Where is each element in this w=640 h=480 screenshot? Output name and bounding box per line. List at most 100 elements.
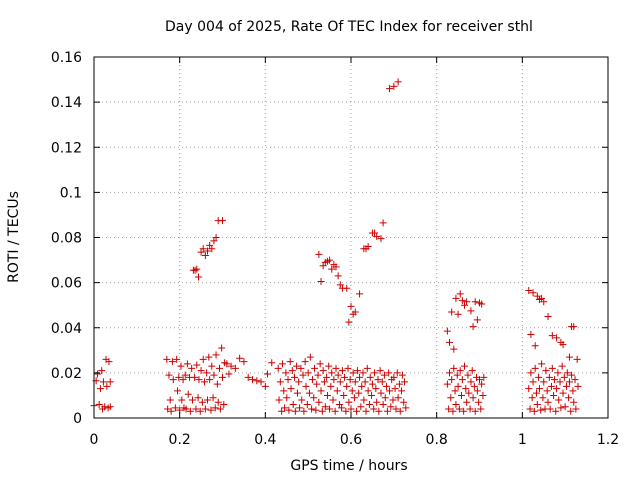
data-point	[362, 407, 370, 415]
x-tick-label: 0.8	[426, 432, 448, 448]
data-point	[556, 378, 564, 386]
data-point	[195, 376, 203, 384]
data-point	[452, 294, 460, 302]
data-point	[338, 404, 346, 412]
data-point	[357, 403, 365, 411]
x-tick-label: 0	[90, 432, 99, 448]
data-point	[465, 389, 473, 397]
data-point	[473, 387, 481, 395]
data-point	[276, 378, 284, 386]
data-point	[93, 370, 101, 378]
data-point	[374, 376, 382, 384]
data-point	[257, 378, 265, 386]
data-point	[468, 367, 476, 375]
data-point	[544, 312, 552, 320]
data-point	[301, 358, 309, 366]
data-point	[356, 290, 364, 298]
data-point	[458, 297, 466, 305]
data-point	[451, 387, 459, 395]
data-point	[563, 369, 571, 377]
data-point	[203, 369, 211, 377]
data-point	[479, 391, 487, 399]
data-point	[98, 367, 106, 375]
data-point	[398, 387, 406, 395]
data-point	[390, 373, 398, 381]
data-point	[443, 380, 451, 388]
data-point	[462, 385, 470, 393]
data-point	[216, 364, 224, 372]
data-point	[318, 407, 326, 415]
data-point	[456, 367, 464, 375]
data-point	[464, 371, 472, 379]
data-point	[326, 405, 334, 413]
data-point	[349, 369, 357, 377]
data-point	[463, 398, 471, 406]
data-point	[467, 378, 475, 386]
y-tick-label: 0.08	[51, 231, 82, 247]
data-point	[565, 378, 573, 386]
data-point	[567, 407, 575, 415]
data-point	[480, 373, 488, 381]
data-point	[381, 394, 389, 402]
data-point	[396, 407, 404, 415]
data-point	[227, 362, 235, 370]
x-tick-labels: 0 0.2 0.4 0.6 0.8 1 1.2	[90, 432, 620, 448]
data-point	[173, 355, 181, 363]
data-point	[167, 407, 175, 415]
y-tick-label: 0.16	[51, 50, 82, 66]
data-point	[316, 360, 324, 368]
data-point	[363, 364, 371, 372]
data-point	[548, 364, 556, 372]
data-point	[184, 390, 192, 398]
data-points	[90, 78, 582, 415]
data-point	[467, 307, 475, 315]
data-point	[378, 378, 386, 386]
data-point	[334, 371, 342, 379]
data-point	[368, 391, 376, 399]
data-point	[463, 298, 471, 306]
data-point	[550, 391, 558, 399]
data-point	[219, 373, 226, 381]
data-point	[466, 405, 474, 413]
data-point	[204, 247, 212, 255]
data-point	[317, 277, 325, 285]
data-point	[574, 382, 582, 390]
data-point	[458, 391, 466, 399]
data-point	[565, 353, 573, 361]
data-point	[359, 369, 367, 377]
data-point	[99, 378, 107, 386]
y-tick-label: 0.04	[51, 321, 82, 337]
data-point	[263, 370, 271, 378]
data-point	[244, 373, 252, 381]
data-point	[231, 364, 239, 372]
data-point	[366, 373, 374, 381]
data-point	[473, 316, 481, 324]
data-point	[448, 308, 456, 316]
data-point	[355, 389, 363, 397]
data-point	[310, 394, 318, 402]
data-point	[469, 394, 477, 402]
data-point	[454, 382, 462, 390]
data-point	[315, 250, 323, 258]
data-point	[305, 389, 313, 397]
data-point	[387, 403, 395, 411]
x-tick-label: 1	[518, 432, 527, 448]
data-point	[332, 263, 340, 271]
data-point	[529, 378, 537, 386]
data-point	[533, 400, 541, 408]
data-point	[540, 378, 548, 386]
data-point	[456, 290, 464, 298]
data-point	[478, 300, 486, 308]
data-point	[531, 342, 539, 350]
data-point	[223, 360, 231, 368]
data-point	[208, 362, 216, 370]
data-point	[370, 405, 378, 413]
data-point	[194, 394, 202, 402]
data-point	[347, 302, 355, 310]
data-point	[552, 407, 560, 415]
data-point	[460, 407, 468, 415]
data-point	[347, 405, 355, 413]
data-point	[371, 369, 379, 377]
y-tick-labels: 0 0.02 0.04 0.06 0.08 0.1 0.12 0.14 0.16	[51, 50, 82, 427]
